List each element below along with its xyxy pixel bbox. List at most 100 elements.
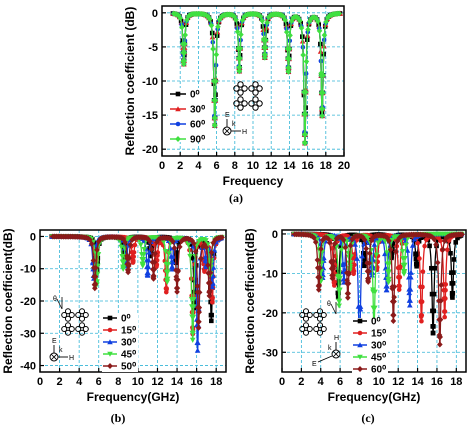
data-point: [187, 236, 194, 243]
data-point: [147, 238, 153, 245]
data-point: [212, 97, 219, 104]
data-point: [287, 32, 293, 39]
legend-label: 30⁰: [121, 338, 136, 349]
series-b-4: [50, 233, 225, 331]
legend-label: 0⁰: [121, 314, 131, 325]
tick-label-x: 18: [320, 160, 332, 172]
cell-loop: [316, 315, 324, 322]
data-point: [282, 16, 288, 23]
data-point: [192, 305, 197, 311]
cell-loop: [256, 85, 263, 92]
data-point: [129, 236, 136, 243]
data-point: [175, 12, 182, 19]
data-point: [407, 302, 413, 308]
data-point: [316, 283, 322, 290]
cell-loop: [61, 311, 68, 319]
data-point: [433, 241, 439, 248]
data-point: [118, 244, 125, 250]
chart-panel-b: 0 2 4 6 8 10 12 14 16 18 0 -10 -20 -30 -40 Frequency(GH…: [1, 228, 227, 425]
data-point: [195, 340, 201, 346]
data-point: [319, 105, 326, 112]
data-point: [319, 112, 325, 119]
y-axis-label: Reflection coefficient(dB): [243, 228, 257, 373]
cell-loop: [252, 104, 259, 111]
legend-background: [168, 88, 210, 142]
tick-label-x: 8: [356, 376, 362, 388]
data-point: [213, 51, 220, 58]
cell-loop: [252, 89, 259, 96]
data-point: [210, 272, 216, 279]
data-point: [391, 298, 397, 305]
tick-label-x: 14: [283, 160, 296, 172]
data-point: [140, 257, 147, 263]
data-point: [318, 245, 324, 252]
data-point: [279, 12, 285, 19]
data-point: [174, 258, 179, 264]
tick-label-x: 12: [392, 376, 404, 388]
tick-label-y: 0: [272, 229, 278, 241]
data-point: [208, 22, 215, 29]
data-point: [344, 277, 350, 284]
data-point: [210, 295, 215, 301]
cell-loop: [320, 311, 327, 319]
data-point: [151, 266, 158, 273]
cell-loop: [299, 325, 306, 333]
data-point: [145, 257, 152, 263]
data-point: [372, 289, 378, 295]
data-point: [366, 250, 373, 257]
data-point: [312, 239, 319, 246]
data-point: [303, 89, 309, 96]
e-label: E: [52, 338, 57, 345]
data-point: [300, 51, 306, 58]
cell-loop: [75, 311, 82, 319]
chart-panel-a: 0 2 4 6 8 10 12 14 16 18 200-5-10-15-20FrequencyRe…: [123, 5, 350, 205]
data-point: [338, 244, 343, 250]
series-a-3: [170, 10, 342, 147]
data-point: [88, 240, 95, 247]
data-point: [210, 45, 216, 52]
data-point: [151, 272, 157, 279]
cell-loop: [78, 315, 86, 322]
unit-cell-icon: [233, 81, 263, 111]
data-point: [336, 10, 342, 17]
data-point: [419, 299, 425, 304]
cell-loop: [299, 311, 306, 319]
data-point: [170, 259, 176, 265]
legend-marker: [107, 315, 113, 321]
data-point: [387, 246, 394, 253]
data-point: [205, 13, 211, 20]
data-point: [151, 259, 158, 266]
data-point: [407, 297, 413, 303]
data-point: [302, 140, 308, 147]
data-point: [371, 241, 378, 247]
data-point: [209, 280, 216, 286]
data-point: [391, 283, 398, 290]
panel-caption: (a): [229, 191, 243, 205]
theta-label: θ: [327, 301, 331, 308]
chart-panel-c: 0 2 4 6 8 10 12 14 16 18 0 -10 -20 -30 Frequency(GHz) R…: [243, 228, 467, 425]
data-point: [337, 287, 343, 293]
data-point: [390, 312, 397, 319]
data-point: [417, 256, 422, 261]
data-point: [209, 284, 216, 290]
tick-label-x: 18: [210, 376, 222, 388]
data-point: [203, 238, 209, 244]
data-point: [401, 271, 407, 277]
data-point: [443, 282, 449, 287]
data-point: [443, 287, 448, 293]
data-point: [196, 304, 203, 311]
data-point: [189, 337, 196, 343]
legend-label: 30⁰: [190, 105, 205, 116]
data-point: [401, 268, 408, 275]
legend-marker: [107, 339, 113, 345]
data-point: [415, 240, 420, 246]
e-label: E: [312, 361, 317, 368]
k-cross: [50, 353, 58, 361]
legend-label: 90⁰: [190, 135, 205, 146]
data-point: [437, 334, 443, 341]
data-point: [314, 256, 321, 263]
data-point: [448, 250, 453, 256]
data-point: [184, 16, 190, 23]
legend-label: 60⁰: [190, 120, 205, 131]
data-point: [430, 330, 436, 336]
